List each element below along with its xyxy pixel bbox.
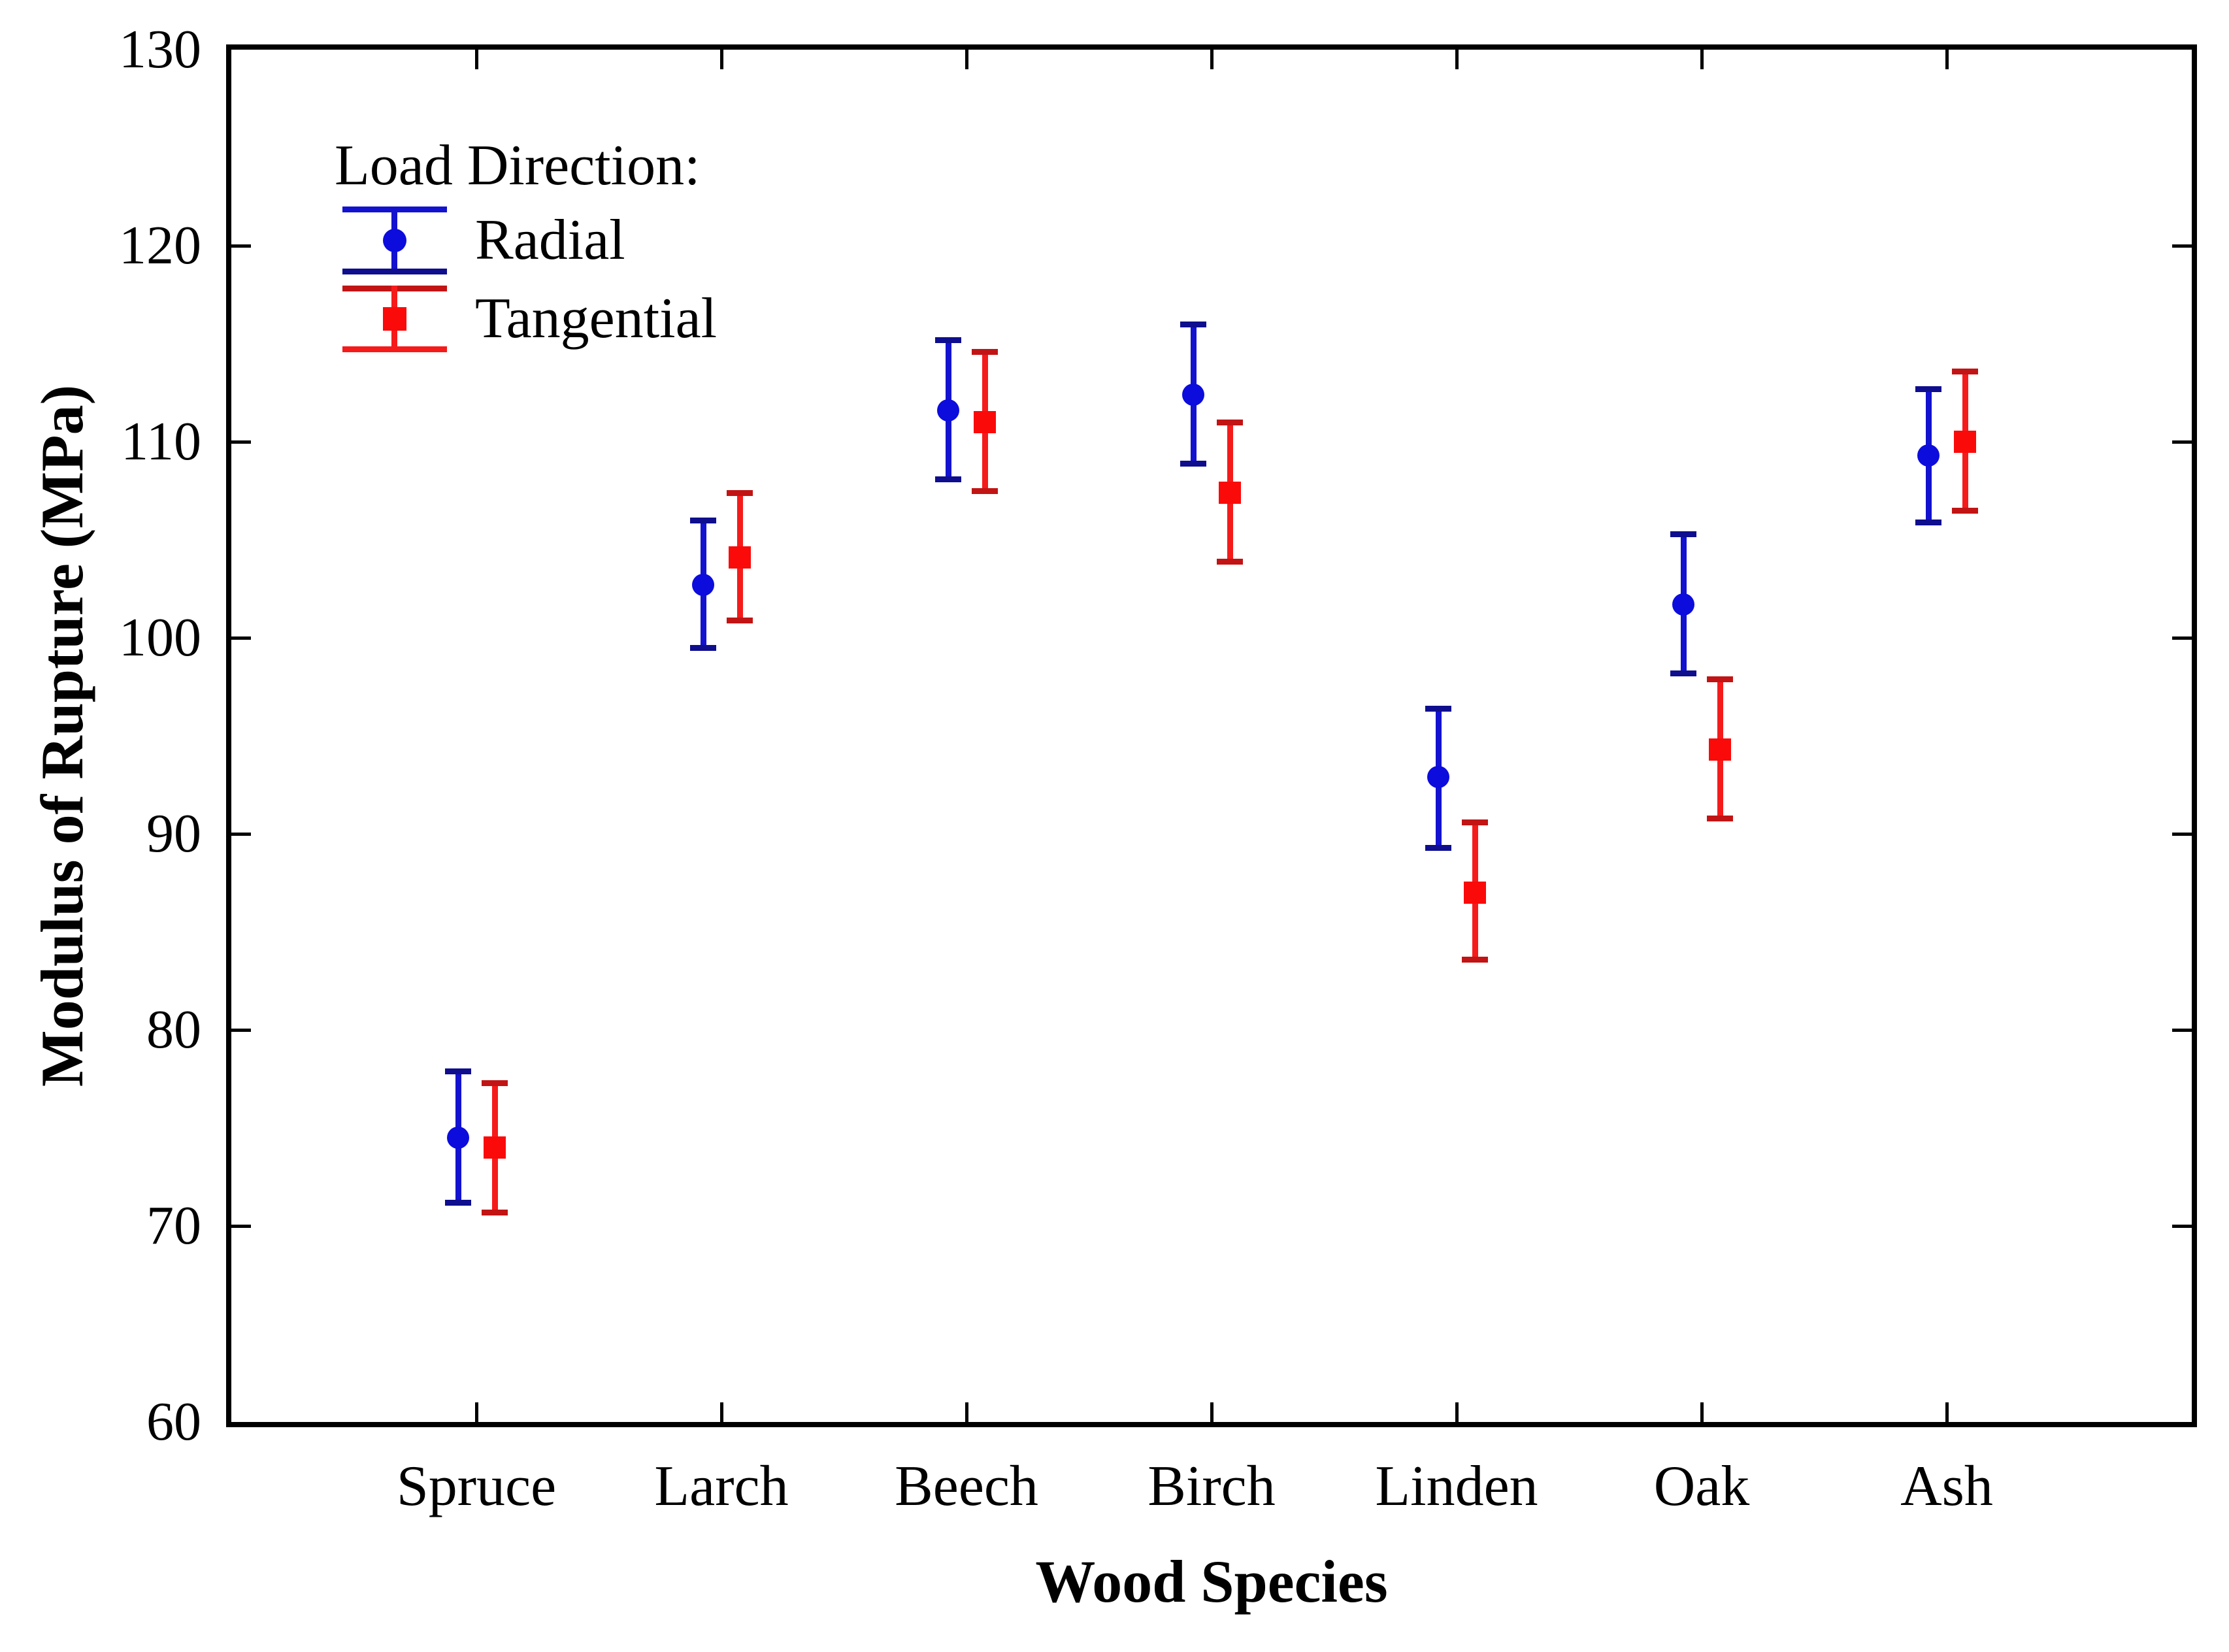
error-bar-cap-top — [727, 489, 753, 496]
x-tick-top — [965, 50, 968, 69]
x-tick-top — [1210, 50, 1214, 69]
legend: Load Direction: Radial Tangential — [329, 135, 950, 448]
category-label: Larch — [654, 1455, 789, 1518]
legend-label-tangential: Tangential — [475, 287, 718, 350]
y-tick-right — [2172, 244, 2192, 248]
category-label: Spruce — [396, 1455, 557, 1518]
error-bar-cap-top — [1462, 819, 1488, 825]
error-bar-cap-top — [690, 517, 716, 523]
data-point-marker-radial — [692, 574, 714, 596]
error-bar-cap-top — [1180, 321, 1206, 327]
x-tick-top — [474, 50, 478, 69]
y-tick-left — [231, 832, 251, 836]
error-bar-cap-top — [1707, 676, 1733, 682]
data-point-marker-radial — [937, 399, 959, 421]
data-point-marker-radial — [1672, 593, 1694, 616]
radial-errorbar-icon — [342, 206, 447, 274]
error-bar-cap-bottom — [1952, 507, 1978, 514]
error-bar-cap-top — [1425, 705, 1451, 712]
error-bar-cap-bottom — [935, 476, 961, 482]
x-tick-bottom — [965, 1402, 968, 1422]
data-point-marker-tangential — [1219, 482, 1241, 504]
error-bar-cap-bottom — [1425, 844, 1451, 851]
error-bar-cap-bottom — [972, 487, 998, 494]
x-tick-bottom — [1700, 1402, 1704, 1422]
y-tick-label: 130 — [119, 19, 201, 80]
x-tick-top — [1455, 50, 1459, 69]
error-bar-cap-top — [1952, 368, 1978, 374]
error-bar-cap-bottom — [1707, 815, 1733, 821]
x-tick-top — [1700, 50, 1704, 69]
error-bar-cap-top — [1915, 386, 1941, 392]
data-point-marker-tangential — [1954, 431, 1976, 453]
y-tick-right — [2172, 1028, 2192, 1032]
data-point-marker-tangential — [1709, 738, 1731, 761]
data-point-marker-radial — [447, 1127, 469, 1149]
data-point-marker-tangential — [729, 546, 751, 569]
x-tick-bottom — [1210, 1402, 1214, 1422]
category-label: Linden — [1375, 1455, 1538, 1518]
y-tick-right — [2172, 440, 2192, 444]
data-point-marker-radial — [1182, 384, 1204, 406]
y-tick-left — [231, 1224, 251, 1228]
error-bar-cap-top — [1217, 419, 1243, 425]
error-bar-cap-bottom — [1462, 956, 1488, 963]
y-tick-label: 100 — [119, 607, 201, 668]
category-label: Birch — [1148, 1455, 1276, 1518]
error-bar-cap-bottom — [1217, 558, 1243, 565]
y-axis-title: Modulus of Rupture (MPa) — [29, 384, 95, 1087]
error-bar-cap-bottom — [482, 1209, 508, 1215]
y-tick-label: 90 — [146, 803, 201, 864]
error-bar-cap-bottom — [1180, 460, 1206, 467]
y-tick-right — [2172, 636, 2192, 640]
x-tick-bottom — [1455, 1402, 1459, 1422]
y-tick-left — [231, 244, 251, 248]
x-tick-bottom — [1945, 1402, 1949, 1422]
x-tick-bottom — [719, 1402, 723, 1422]
data-point-marker-tangential — [1464, 882, 1486, 904]
category-label: Ash — [1900, 1455, 1993, 1518]
category-label: Beech — [895, 1455, 1038, 1518]
y-tick-left — [231, 636, 251, 640]
y-tick-left — [231, 1028, 251, 1032]
x-tick-top — [719, 50, 723, 69]
error-bar-cap-bottom — [1915, 519, 1941, 525]
data-point-marker-radial — [1427, 766, 1449, 788]
x-tick-bottom — [474, 1402, 478, 1422]
data-point-marker-radial — [1917, 444, 1940, 467]
data-point-marker-tangential — [974, 411, 996, 433]
plot-area: Load Direction: Radial Tangential — [226, 44, 2197, 1427]
legend-label-radial: Radial — [475, 208, 625, 272]
error-bar-cap-top — [1670, 531, 1696, 537]
y-tick-right — [2172, 832, 2192, 836]
y-tick-label: 110 — [121, 411, 201, 472]
error-bar-cap-bottom — [445, 1199, 471, 1206]
y-tick-label: 80 — [146, 999, 201, 1060]
error-bar-cap-bottom — [690, 644, 716, 651]
tangential-errorbar-icon — [342, 286, 447, 352]
data-point-marker-tangential — [484, 1136, 506, 1159]
error-bar-cap-bottom — [727, 617, 753, 623]
legend-title: Load Direction: — [335, 134, 701, 197]
y-tick-label: 60 — [146, 1391, 201, 1452]
x-tick-top — [1945, 50, 1949, 69]
y-tick-label: 70 — [146, 1195, 201, 1256]
error-bar-cap-bottom — [1670, 670, 1696, 676]
y-tick-label: 120 — [119, 215, 201, 276]
error-bar-cap-top — [445, 1068, 471, 1074]
y-tick-right — [2172, 1224, 2192, 1228]
error-bar-cap-top — [972, 348, 998, 355]
error-bar-cap-top — [482, 1080, 508, 1086]
error-bar-cap-top — [935, 337, 961, 343]
x-axis-title: Wood Species — [1035, 1548, 1388, 1615]
category-label: Oak — [1653, 1455, 1750, 1518]
y-tick-left — [231, 440, 251, 444]
